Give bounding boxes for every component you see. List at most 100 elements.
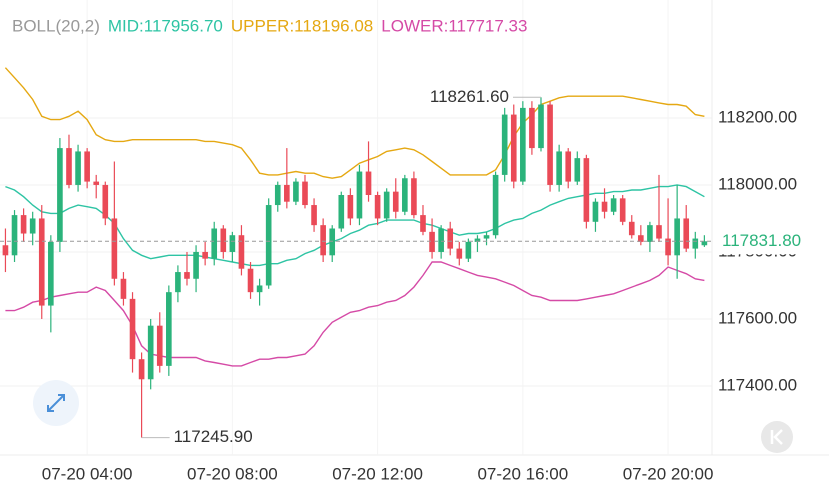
- annotation-label: 118261.60: [430, 87, 509, 106]
- candle-body: [383, 191, 390, 219]
- candles-layer: [2, 97, 708, 438]
- candle-body: [48, 241, 54, 306]
- x-tick-label: 07-20 16:00: [477, 464, 568, 483]
- candle-body: [492, 174, 499, 236]
- candle-body: [674, 218, 680, 256]
- legend-entry: MID:117956.70: [108, 16, 223, 35]
- candle-body: [29, 218, 36, 234]
- candle-body: [374, 195, 381, 219]
- candle-body: [38, 218, 45, 306]
- candle-body: [111, 218, 118, 279]
- candle-body: [175, 272, 181, 293]
- candle-body: [256, 285, 263, 293]
- candle-body: [274, 184, 281, 206]
- candle-body: [193, 251, 199, 279]
- candle-body: [302, 181, 308, 206]
- y-tick-label: 118000.00: [718, 174, 797, 193]
- candle-body: [483, 235, 490, 239]
- candle-body: [338, 195, 345, 229]
- band-line: [5, 261, 705, 367]
- candle-body: [402, 178, 408, 212]
- candle-body: [265, 205, 272, 286]
- candle-body: [501, 114, 508, 175]
- candle-body: [574, 158, 581, 182]
- indicator-label: BOLL(20,2): [12, 16, 100, 35]
- candle-body: [438, 228, 444, 252]
- candle-body: [129, 298, 136, 360]
- candle-body: [365, 171, 372, 195]
- candle-body: [238, 235, 245, 269]
- candle-body: [220, 228, 227, 252]
- y-tick-label: 118200.00: [718, 107, 797, 126]
- candle-body: [347, 195, 354, 219]
- x-tick-label: 07-20 12:00: [332, 464, 423, 483]
- labels-layer: 118261.60 117245.90 117831.80 BOLL(20,2) MID…: [0, 16, 828, 446]
- candle-body: [628, 221, 635, 236]
- candle-body: [293, 181, 299, 202]
- candle-body: [211, 228, 218, 259]
- candle-body: [520, 107, 526, 182]
- candle-body: [102, 184, 109, 219]
- candle-body: [656, 225, 662, 239]
- candle-body: [156, 325, 163, 366]
- candle-body: [420, 215, 426, 232]
- x-tick-label: 07-20 20:00: [623, 464, 714, 483]
- candle-body: [184, 272, 190, 279]
- x-tick-label: 07-20 08:00: [187, 464, 278, 483]
- candle-body: [84, 151, 90, 182]
- candle-body: [601, 201, 608, 212]
- candle-body: [284, 184, 290, 202]
- candle-body: [356, 171, 363, 219]
- candle-body: [138, 359, 145, 380]
- candle-body: [510, 114, 517, 182]
- legend-entry: LOWER:117717.33: [381, 16, 527, 35]
- candle-body: [547, 104, 553, 185]
- candle-body: [57, 148, 63, 242]
- last-price-box: [714, 228, 828, 255]
- candle-body: [647, 225, 653, 242]
- candle-body: [529, 107, 535, 149]
- candle-body: [538, 104, 544, 149]
- candle-body: [11, 215, 18, 256]
- candle-body: [120, 278, 127, 299]
- candle-body: [701, 241, 708, 246]
- candle-body: [665, 238, 671, 256]
- candle-body: [166, 292, 172, 366]
- candle-body: [465, 241, 472, 259]
- legend-entry: UPPER:118196.08: [231, 16, 373, 35]
- candle-body: [320, 225, 326, 256]
- candle-body: [93, 181, 100, 185]
- band-line: [4, 67, 705, 179]
- candle-body: [692, 238, 699, 249]
- candle-body: [556, 151, 562, 185]
- candle-body: [2, 245, 9, 256]
- candle-body: [447, 228, 454, 249]
- scroll-end-button[interactable]: [761, 421, 793, 453]
- candle-body: [329, 228, 336, 256]
- candle-body: [75, 151, 81, 185]
- candle-body: [247, 268, 254, 293]
- candle-body: [583, 158, 590, 222]
- candle-body: [619, 198, 626, 222]
- candle-body: [311, 205, 317, 226]
- last-price-label: 117831.80: [722, 231, 801, 250]
- grid-layer: 117400.00117600.00117800.00118000.001182…: [0, 0, 797, 483]
- y-tick-label: 117400.00: [718, 375, 797, 394]
- candle-body: [592, 201, 599, 222]
- annotation-label: 117245.90: [174, 427, 253, 446]
- candle-body: [565, 151, 572, 182]
- candle-body: [429, 231, 435, 252]
- y-tick-label: 117600.00: [718, 308, 797, 327]
- candle-body: [683, 218, 690, 249]
- candle-body: [147, 325, 154, 380]
- scroll-end-circle: [761, 421, 793, 453]
- candle-body: [456, 248, 463, 259]
- candle-body: [610, 198, 617, 212]
- expand-button[interactable]: [33, 380, 79, 426]
- candle-body: [411, 178, 417, 216]
- candle-body: [474, 238, 481, 242]
- expand-icon: [47, 394, 65, 412]
- candle-body: [392, 191, 399, 212]
